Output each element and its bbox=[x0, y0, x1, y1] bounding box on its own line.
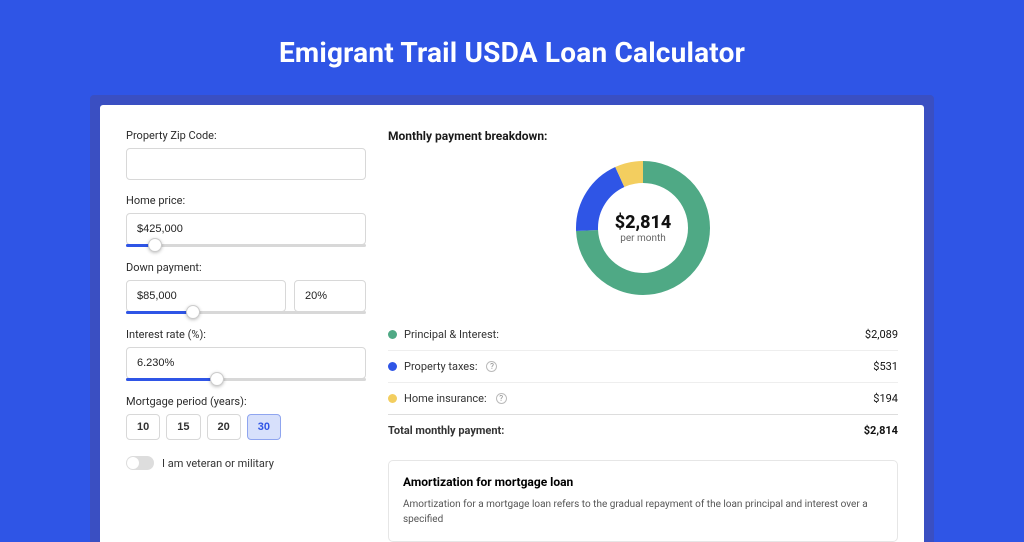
period-group: Mortgage period (years): 1015 2030 bbox=[126, 395, 366, 440]
interest-label: Interest rate (%): bbox=[126, 328, 366, 341]
legend-total-label: Total monthly payment: bbox=[388, 424, 504, 437]
interest-slider-handle[interactable] bbox=[210, 372, 224, 386]
zip-field-group: Property Zip Code: bbox=[126, 129, 366, 180]
amortization-text: Amortization for a mortgage loan refers … bbox=[403, 497, 883, 527]
period-button-30[interactable]: 30 bbox=[247, 414, 281, 440]
page-title: Emigrant Trail USDA Loan Calculator bbox=[0, 0, 1024, 95]
legend-dot bbox=[388, 330, 397, 339]
legend-label: Principal & Interest: bbox=[404, 328, 499, 341]
down-payment-label: Down payment: bbox=[126, 261, 366, 274]
zip-input[interactable] bbox=[126, 148, 366, 180]
legend-total-value: $2,814 bbox=[864, 424, 898, 437]
period-button-10[interactable]: 10 bbox=[126, 414, 160, 440]
zip-label: Property Zip Code: bbox=[126, 129, 366, 142]
breakdown-title: Monthly payment breakdown: bbox=[388, 129, 898, 143]
period-button-20[interactable]: 20 bbox=[207, 414, 241, 440]
veteran-toggle[interactable] bbox=[126, 456, 154, 470]
legend-label: Home insurance: bbox=[404, 392, 487, 405]
info-icon[interactable]: ? bbox=[486, 361, 497, 372]
period-label: Mortgage period (years): bbox=[126, 395, 366, 408]
legend-value: $194 bbox=[873, 392, 898, 405]
legend-dot bbox=[388, 394, 397, 403]
legend-row: Principal & Interest: $2,089 bbox=[388, 319, 898, 350]
down-payment-pct-input[interactable] bbox=[294, 280, 366, 312]
veteran-label: I am veteran or military bbox=[162, 457, 274, 470]
legend: Principal & Interest: $2,089 Property taxe… bbox=[388, 319, 898, 414]
home-price-label: Home price: bbox=[126, 194, 366, 207]
down-payment-group: Down payment: bbox=[126, 261, 366, 314]
donut-value: $2,814 bbox=[615, 212, 672, 233]
home-price-slider[interactable] bbox=[126, 244, 366, 247]
down-payment-slider-handle[interactable] bbox=[186, 305, 200, 319]
interest-slider[interactable] bbox=[126, 378, 366, 381]
donut-sub: per month bbox=[620, 233, 666, 244]
legend-value: $2,089 bbox=[865, 328, 898, 341]
home-price-group: Home price: bbox=[126, 194, 366, 247]
amortization-card: Amortization for mortgage loan Amortizat… bbox=[388, 460, 898, 542]
card-backdrop: Property Zip Code: Home price: Down paym… bbox=[90, 95, 934, 542]
interest-group: Interest rate (%): bbox=[126, 328, 366, 381]
form-column: Property Zip Code: Home price: Down paym… bbox=[126, 129, 366, 542]
legend-dot bbox=[388, 362, 397, 371]
veteran-toggle-knob bbox=[127, 457, 139, 469]
down-payment-input[interactable] bbox=[126, 280, 286, 312]
amortization-title: Amortization for mortgage loan bbox=[403, 475, 883, 489]
payment-donut: $2,814 per month bbox=[568, 153, 718, 303]
home-price-slider-handle[interactable] bbox=[148, 238, 162, 252]
period-buttons: 1015 2030 bbox=[126, 414, 366, 440]
legend-row: Home insurance:? $194 bbox=[388, 382, 898, 414]
legend-row: Property taxes:? $531 bbox=[388, 350, 898, 382]
veteran-row: I am veteran or military bbox=[126, 456, 366, 470]
legend-value: $531 bbox=[873, 360, 898, 373]
legend-label: Property taxes: bbox=[404, 360, 477, 373]
interest-input[interactable] bbox=[126, 347, 366, 379]
donut-wrap: $2,814 per month bbox=[388, 153, 898, 303]
info-icon[interactable]: ? bbox=[496, 393, 507, 404]
down-payment-slider[interactable] bbox=[126, 311, 366, 314]
results-column: Monthly payment breakdown: $2,814 per mo… bbox=[388, 129, 898, 542]
calculator-card: Property Zip Code: Home price: Down paym… bbox=[100, 105, 924, 542]
period-button-15[interactable]: 15 bbox=[166, 414, 200, 440]
home-price-input[interactable] bbox=[126, 213, 366, 245]
legend-total-row: Total monthly payment: $2,814 bbox=[388, 414, 898, 446]
